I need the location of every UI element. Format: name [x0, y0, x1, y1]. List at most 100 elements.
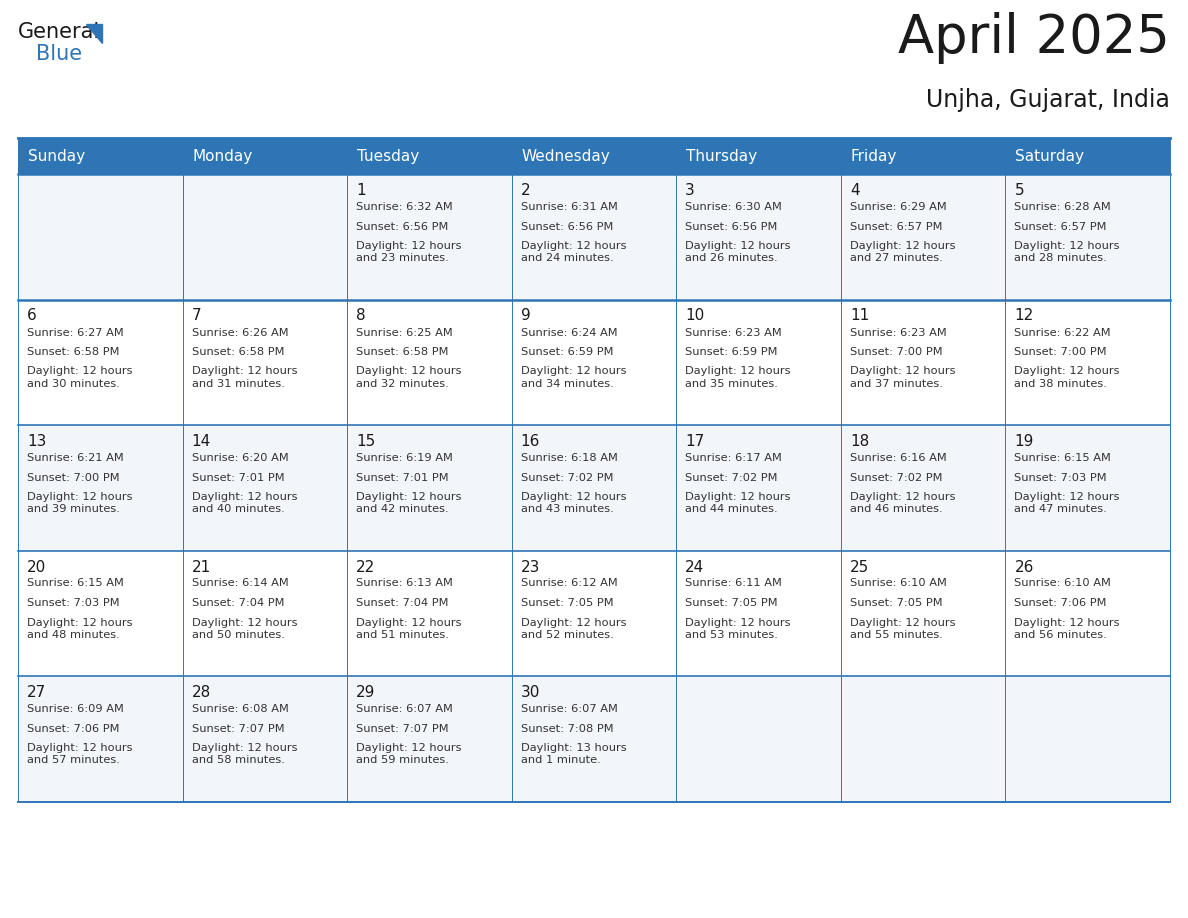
Text: 2: 2: [520, 183, 530, 198]
Text: Unjha, Gujarat, India: Unjha, Gujarat, India: [927, 88, 1170, 112]
Text: 27: 27: [27, 685, 46, 700]
Text: Daylight: 12 hours
and 28 minutes.: Daylight: 12 hours and 28 minutes.: [1015, 241, 1120, 263]
Text: Daylight: 12 hours
and 56 minutes.: Daylight: 12 hours and 56 minutes.: [1015, 618, 1120, 640]
Text: Sunrise: 6:07 AM: Sunrise: 6:07 AM: [520, 704, 618, 714]
Text: April 2025: April 2025: [898, 12, 1170, 64]
Text: Sunset: 7:01 PM: Sunset: 7:01 PM: [356, 473, 449, 483]
Text: Sunrise: 6:28 AM: Sunrise: 6:28 AM: [1015, 202, 1111, 212]
Text: Sunrise: 6:15 AM: Sunrise: 6:15 AM: [27, 578, 124, 588]
Text: 29: 29: [356, 685, 375, 700]
Text: 17: 17: [685, 434, 704, 449]
Text: Sunset: 6:56 PM: Sunset: 6:56 PM: [685, 221, 778, 231]
Text: Daylight: 13 hours
and 1 minute.: Daylight: 13 hours and 1 minute.: [520, 743, 626, 766]
Text: 8: 8: [356, 308, 366, 323]
Text: Daylight: 12 hours
and 35 minutes.: Daylight: 12 hours and 35 minutes.: [685, 366, 791, 389]
Text: 25: 25: [849, 559, 870, 575]
Text: 24: 24: [685, 559, 704, 575]
Text: Sunset: 7:06 PM: Sunset: 7:06 PM: [27, 723, 120, 733]
Text: Daylight: 12 hours
and 31 minutes.: Daylight: 12 hours and 31 minutes.: [191, 366, 297, 389]
Text: 3: 3: [685, 183, 695, 198]
Text: Sunrise: 6:22 AM: Sunrise: 6:22 AM: [1015, 328, 1111, 338]
Text: Sunset: 6:56 PM: Sunset: 6:56 PM: [356, 221, 449, 231]
Text: Sunrise: 6:21 AM: Sunrise: 6:21 AM: [27, 453, 124, 463]
Text: Sunset: 7:04 PM: Sunset: 7:04 PM: [356, 598, 449, 608]
Text: 22: 22: [356, 559, 375, 575]
Text: Sunrise: 6:30 AM: Sunrise: 6:30 AM: [685, 202, 782, 212]
Text: Sunset: 6:58 PM: Sunset: 6:58 PM: [191, 347, 284, 357]
Text: 30: 30: [520, 685, 541, 700]
Text: Sunset: 7:03 PM: Sunset: 7:03 PM: [27, 598, 120, 608]
Text: Sunrise: 6:12 AM: Sunrise: 6:12 AM: [520, 578, 618, 588]
Text: Sunset: 6:56 PM: Sunset: 6:56 PM: [520, 221, 613, 231]
Text: Sunrise: 6:23 AM: Sunrise: 6:23 AM: [685, 328, 782, 338]
Text: Sunset: 7:01 PM: Sunset: 7:01 PM: [191, 473, 284, 483]
Text: Sunrise: 6:18 AM: Sunrise: 6:18 AM: [520, 453, 618, 463]
Text: Daylight: 12 hours
and 55 minutes.: Daylight: 12 hours and 55 minutes.: [849, 618, 955, 640]
Text: Daylight: 12 hours
and 43 minutes.: Daylight: 12 hours and 43 minutes.: [520, 492, 626, 514]
Text: Daylight: 12 hours
and 57 minutes.: Daylight: 12 hours and 57 minutes.: [27, 743, 133, 766]
Text: Daylight: 12 hours
and 44 minutes.: Daylight: 12 hours and 44 minutes.: [685, 492, 791, 514]
Text: Blue: Blue: [36, 44, 82, 64]
Text: Sunrise: 6:26 AM: Sunrise: 6:26 AM: [191, 328, 289, 338]
Bar: [18, 425, 1170, 551]
Text: 28: 28: [191, 685, 210, 700]
Text: Sunrise: 6:10 AM: Sunrise: 6:10 AM: [1015, 578, 1111, 588]
Text: Daylight: 12 hours
and 23 minutes.: Daylight: 12 hours and 23 minutes.: [356, 241, 462, 263]
Text: Daylight: 12 hours
and 40 minutes.: Daylight: 12 hours and 40 minutes.: [191, 492, 297, 514]
Text: 7: 7: [191, 308, 201, 323]
Text: 26: 26: [1015, 559, 1034, 575]
Text: Sunset: 7:00 PM: Sunset: 7:00 PM: [27, 473, 120, 483]
Text: Daylight: 12 hours
and 32 minutes.: Daylight: 12 hours and 32 minutes.: [356, 366, 462, 389]
Text: 5: 5: [1015, 183, 1024, 198]
Text: 4: 4: [849, 183, 859, 198]
Text: Sunrise: 6:07 AM: Sunrise: 6:07 AM: [356, 704, 453, 714]
Text: 13: 13: [27, 434, 46, 449]
Text: Sunrise: 6:09 AM: Sunrise: 6:09 AM: [27, 704, 124, 714]
Text: Daylight: 12 hours
and 51 minutes.: Daylight: 12 hours and 51 minutes.: [356, 618, 462, 640]
Text: Sunrise: 6:29 AM: Sunrise: 6:29 AM: [849, 202, 947, 212]
Text: Sunset: 7:07 PM: Sunset: 7:07 PM: [191, 723, 284, 733]
Text: Saturday: Saturday: [1016, 149, 1085, 163]
Text: Sunset: 7:00 PM: Sunset: 7:00 PM: [1015, 347, 1107, 357]
Text: Sunset: 7:03 PM: Sunset: 7:03 PM: [1015, 473, 1107, 483]
Text: Sunrise: 6:19 AM: Sunrise: 6:19 AM: [356, 453, 453, 463]
Text: Sunset: 7:04 PM: Sunset: 7:04 PM: [191, 598, 284, 608]
Text: Daylight: 12 hours
and 46 minutes.: Daylight: 12 hours and 46 minutes.: [849, 492, 955, 514]
Text: Sunrise: 6:23 AM: Sunrise: 6:23 AM: [849, 328, 947, 338]
Text: Sunrise: 6:16 AM: Sunrise: 6:16 AM: [849, 453, 947, 463]
Text: Daylight: 12 hours
and 39 minutes.: Daylight: 12 hours and 39 minutes.: [27, 492, 133, 514]
Text: Daylight: 12 hours
and 34 minutes.: Daylight: 12 hours and 34 minutes.: [520, 366, 626, 389]
Text: Sunday: Sunday: [29, 149, 86, 163]
Text: Daylight: 12 hours
and 58 minutes.: Daylight: 12 hours and 58 minutes.: [191, 743, 297, 766]
Text: Sunrise: 6:17 AM: Sunrise: 6:17 AM: [685, 453, 782, 463]
Text: Wednesday: Wednesday: [522, 149, 611, 163]
Text: Sunrise: 6:27 AM: Sunrise: 6:27 AM: [27, 328, 124, 338]
Text: Sunset: 7:02 PM: Sunset: 7:02 PM: [685, 473, 778, 483]
Text: Sunset: 7:00 PM: Sunset: 7:00 PM: [849, 347, 942, 357]
Text: Sunrise: 6:25 AM: Sunrise: 6:25 AM: [356, 328, 453, 338]
Bar: [18, 174, 1170, 299]
Text: 18: 18: [849, 434, 870, 449]
Text: Daylight: 12 hours
and 59 minutes.: Daylight: 12 hours and 59 minutes.: [356, 743, 462, 766]
Text: 21: 21: [191, 559, 210, 575]
Text: Daylight: 12 hours
and 24 minutes.: Daylight: 12 hours and 24 minutes.: [520, 241, 626, 263]
Text: Thursday: Thursday: [687, 149, 758, 163]
Text: Sunset: 6:58 PM: Sunset: 6:58 PM: [27, 347, 120, 357]
Text: 19: 19: [1015, 434, 1034, 449]
Bar: [18, 299, 1170, 425]
Text: Daylight: 12 hours
and 37 minutes.: Daylight: 12 hours and 37 minutes.: [849, 366, 955, 389]
Text: Friday: Friday: [851, 149, 897, 163]
Text: 9: 9: [520, 308, 531, 323]
Text: 11: 11: [849, 308, 870, 323]
Text: Sunrise: 6:14 AM: Sunrise: 6:14 AM: [191, 578, 289, 588]
Text: Daylight: 12 hours
and 47 minutes.: Daylight: 12 hours and 47 minutes.: [1015, 492, 1120, 514]
Text: 6: 6: [27, 308, 37, 323]
Polygon shape: [87, 24, 102, 43]
Bar: [18, 551, 1170, 676]
Text: Tuesday: Tuesday: [358, 149, 419, 163]
Text: 15: 15: [356, 434, 375, 449]
Text: Sunset: 6:57 PM: Sunset: 6:57 PM: [1015, 221, 1107, 231]
Text: Daylight: 12 hours
and 27 minutes.: Daylight: 12 hours and 27 minutes.: [849, 241, 955, 263]
Text: Daylight: 12 hours
and 48 minutes.: Daylight: 12 hours and 48 minutes.: [27, 618, 133, 640]
Text: Sunrise: 6:32 AM: Sunrise: 6:32 AM: [356, 202, 453, 212]
